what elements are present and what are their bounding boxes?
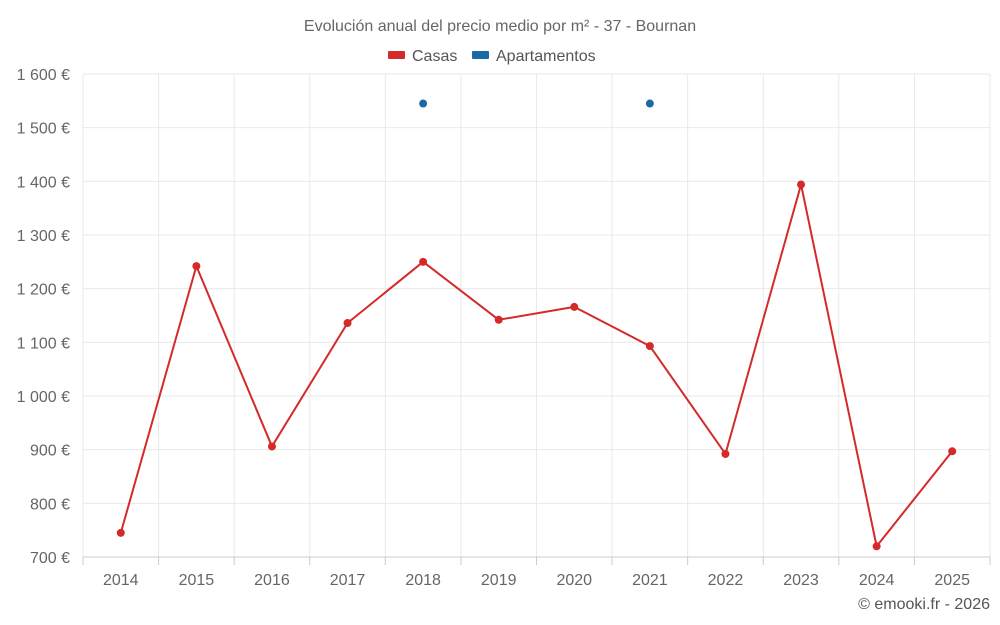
data-point-casas-2023[interactable]: [797, 180, 806, 189]
y-tick-label: 1 600 €: [17, 67, 70, 84]
data-point-casas-2022[interactable]: [721, 449, 730, 458]
y-axis: 700 € 800 € 900 € 1 000 € 1 100 € 1 200 € 1 30…: [17, 67, 70, 567]
series-line-casas: [119, 183, 953, 548]
y-tick-label: 800 €: [30, 496, 70, 513]
x-tick-label: 2017: [330, 572, 366, 589]
x-axis: 2014 2015 2016 2017 2018 2019 2020 2021 2022 2023…: [82, 556, 991, 589]
data-point-casas-2015[interactable]: [192, 262, 201, 271]
legend-swatch-casas[interactable]: [388, 51, 405, 59]
x-tick-label: 2016: [254, 572, 290, 589]
data-point-casas-2019[interactable]: [494, 315, 503, 324]
data-point-casas-2021[interactable]: [645, 342, 654, 351]
credit: © emooki.fr - 2026: [858, 596, 990, 613]
y-tick-label: 1 500 €: [17, 121, 70, 138]
legend-label-casas[interactable]: Casas: [412, 48, 457, 65]
x-tick-label: 2018: [405, 572, 441, 589]
x-tick-label: 2021: [632, 572, 668, 589]
chart-title: Evolución anual del precio medio por m² …: [304, 18, 696, 35]
data-point-casas-2024[interactable]: [872, 542, 881, 551]
data-point-apartamentos-2018[interactable]: [419, 99, 428, 108]
x-tick-label: 2025: [934, 572, 970, 589]
y-tick-label: 900 €: [30, 443, 70, 460]
x-tick-label: 2019: [481, 572, 517, 589]
data-point-casas-2020[interactable]: [570, 302, 579, 311]
data-point-casas-2014[interactable]: [116, 528, 125, 537]
x-tick-label: 2023: [783, 572, 819, 589]
data-point-casas-2018[interactable]: [419, 257, 428, 266]
x-tick-label: 2015: [179, 572, 215, 589]
data-point-casas-2025[interactable]: [948, 447, 957, 456]
data-point-casas-2017[interactable]: [343, 319, 352, 328]
x-tick-label: 2020: [556, 572, 592, 589]
data-point-apartamentos-2021[interactable]: [645, 99, 654, 108]
data-point-casas-2016[interactable]: [267, 442, 276, 451]
x-tick-label: 2024: [859, 572, 895, 589]
y-tick-label: 1 400 €: [17, 174, 70, 191]
y-tick-label: 1 000 €: [17, 389, 70, 406]
grid: [82, 73, 991, 557]
legend: Casas Apartamentos: [388, 48, 596, 65]
x-tick-label: 2022: [708, 572, 744, 589]
legend-label-apartamentos[interactable]: Apartamentos: [496, 48, 596, 65]
series: [116, 99, 957, 551]
y-tick-label: 1 100 €: [17, 335, 70, 352]
y-tick-label: 700 €: [30, 550, 70, 567]
x-tick-label: 2014: [103, 572, 139, 589]
legend-swatch-apartamentos[interactable]: [472, 51, 489, 59]
y-tick-label: 1 300 €: [17, 228, 70, 245]
y-tick-label: 1 200 €: [17, 282, 70, 299]
